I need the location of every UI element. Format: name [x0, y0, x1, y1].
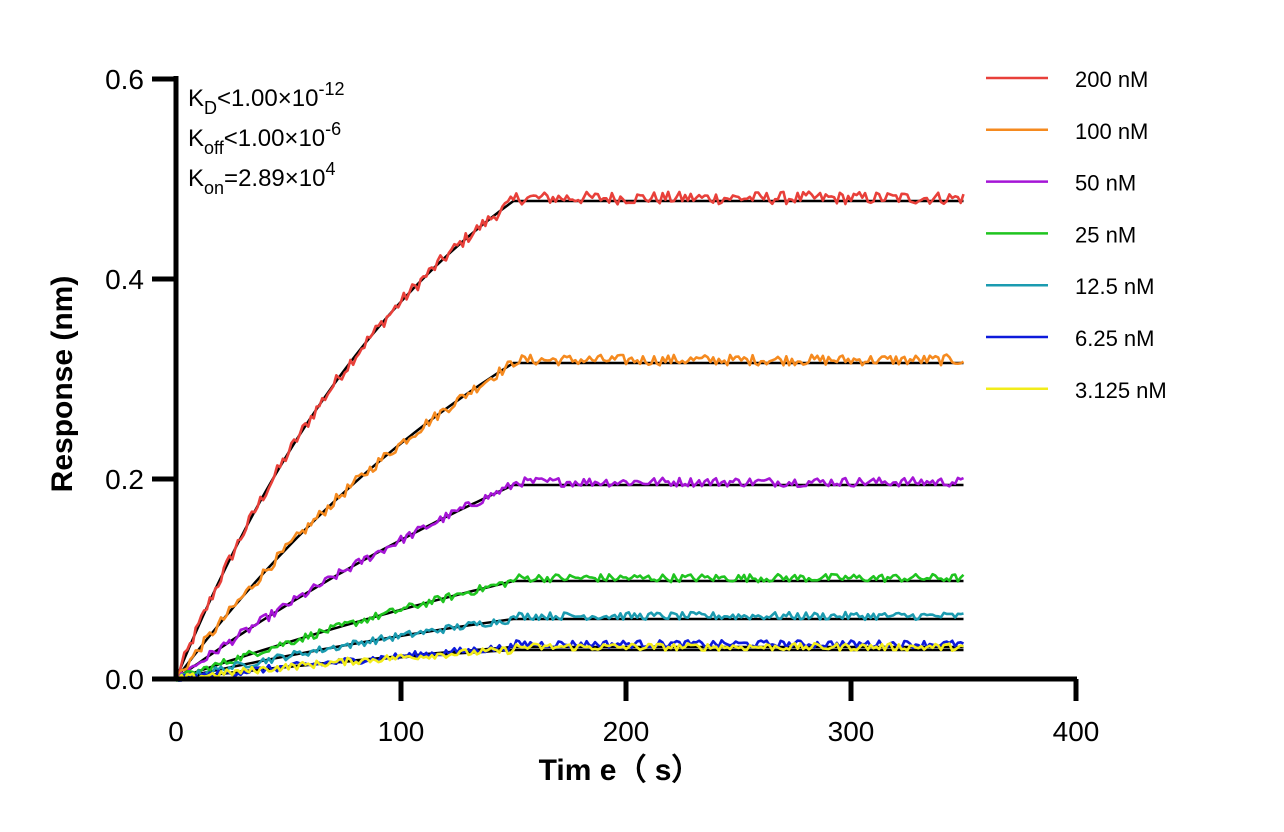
legend: 200 nM 100 nM 50 nM 25 nM 12.5 nM 6.25 nM 3.12… [986, 67, 1167, 403]
data-curve-25-nM [175, 572, 965, 682]
kinetic-constant-line: KD<1.00×10-12 [188, 79, 344, 118]
data-curve-50-nM [175, 476, 965, 680]
y-tick-label: 0.0 [105, 664, 144, 695]
kinetic-constant-line: Koff<1.00×10-6 [188, 119, 341, 158]
x-tick-label: 0 [168, 716, 184, 747]
data-curve-3.125-nM [175, 642, 964, 681]
y-tick-label: 0.4 [105, 264, 144, 295]
legend-label: 3.125 nM [1075, 378, 1167, 403]
fit-curve-100-nM [175, 361, 964, 680]
fit-curve-12.5-nM [175, 617, 964, 681]
y-tick-label: 0.6 [105, 64, 144, 95]
x-tick-label: 100 [378, 716, 425, 747]
x-tick-label: 400 [1053, 716, 1100, 747]
data-curve-100-nM [174, 353, 965, 681]
data-series [174, 190, 965, 682]
y-axis-title: Response (nm) [46, 276, 79, 493]
x-tick-label: 300 [828, 716, 875, 747]
legend-label: 6.25 nM [1075, 326, 1155, 351]
legend-label: 25 nM [1075, 222, 1136, 247]
legend-label: 50 nM [1075, 171, 1136, 196]
data-curve-200-nM [175, 190, 965, 678]
kinetic-constant-line: Kon=2.89×104 [188, 159, 336, 198]
legend-label: 12.5 nM [1075, 274, 1155, 299]
ticks: 0 100 200 300 400 0.0 0.2 0.4 0.6 [105, 64, 1099, 747]
data-curve-12.5-nM [174, 610, 964, 682]
y-tick-label: 0.2 [105, 464, 144, 495]
legend-label: 100 nM [1075, 119, 1148, 144]
x-axis-title: Tim e（ s） [539, 753, 702, 787]
x-tick-label: 200 [603, 716, 650, 747]
legend-label: 200 nM [1075, 67, 1148, 92]
